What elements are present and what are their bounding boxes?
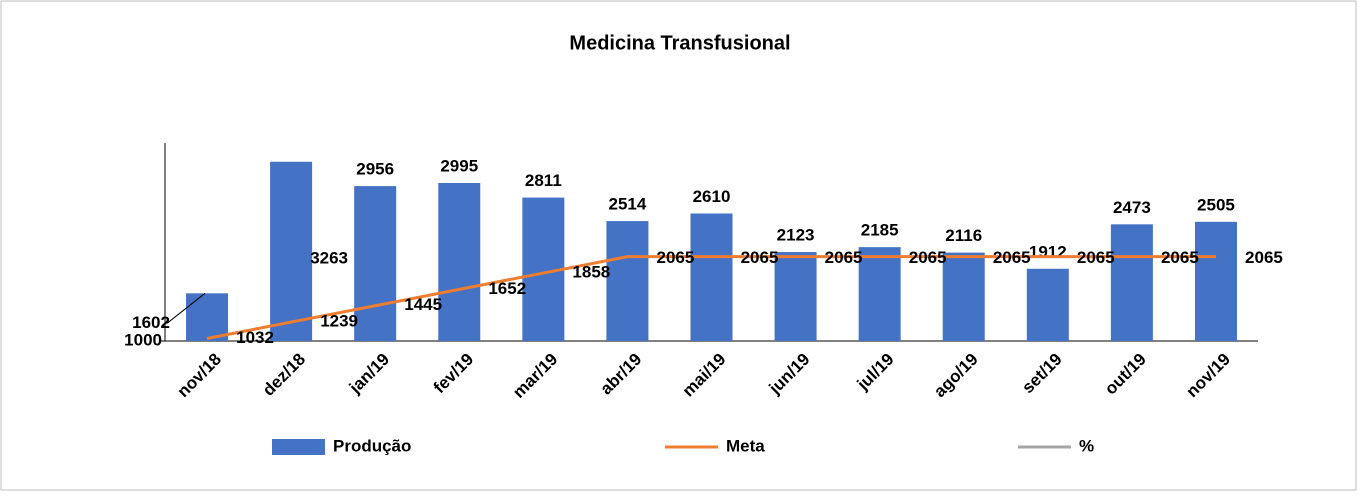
bar — [1026, 268, 1069, 341]
data-label: 2473 — [1113, 198, 1151, 217]
data-label: 1858 — [572, 263, 610, 282]
bar — [774, 252, 817, 341]
y-tick-label: 1000 — [124, 330, 162, 349]
data-label: 2505 — [1197, 195, 1235, 214]
data-label: 2065 — [657, 248, 695, 267]
data-label: 2065 — [909, 248, 947, 267]
data-label: 2065 — [1245, 248, 1283, 267]
data-label: 2811 — [525, 171, 562, 190]
data-label: 1032 — [236, 328, 274, 347]
legend-label: Produção — [333, 436, 411, 455]
data-label: 2610 — [693, 187, 731, 206]
bar — [690, 213, 733, 341]
data-label: 2116 — [945, 226, 982, 245]
data-label: 2065 — [993, 248, 1031, 267]
data-label: 1445 — [404, 295, 442, 314]
bar — [270, 161, 313, 341]
data-label: 2065 — [1161, 248, 1199, 267]
data-label: 2065 — [1077, 248, 1115, 267]
chart-title: Medicina Transfusional — [569, 32, 790, 54]
legend-swatch — [272, 439, 325, 455]
bar — [606, 221, 649, 341]
data-label: 2995 — [440, 156, 478, 175]
leader-line — [166, 292, 206, 324]
legend-label: % — [1079, 436, 1094, 455]
bar — [942, 252, 985, 341]
data-label: 1239 — [320, 312, 358, 331]
bar — [858, 247, 901, 341]
data-label: 3263 — [310, 248, 348, 267]
data-label: 2123 — [777, 226, 815, 245]
bar — [1110, 224, 1153, 341]
data-label: 2956 — [356, 160, 394, 179]
data-label: 2185 — [861, 221, 899, 240]
bar — [186, 293, 229, 341]
data-label: 1602 — [132, 313, 170, 332]
data-label: 2514 — [609, 195, 647, 214]
legend-label: Meta — [726, 436, 765, 455]
data-label: 2065 — [825, 248, 863, 267]
bar — [1194, 221, 1237, 341]
bar — [438, 182, 481, 341]
data-label: 2065 — [741, 248, 779, 267]
line — [206, 255, 1216, 340]
bar — [354, 186, 397, 341]
data-label: 1912 — [1029, 242, 1067, 261]
data-label: 1652 — [488, 279, 526, 298]
